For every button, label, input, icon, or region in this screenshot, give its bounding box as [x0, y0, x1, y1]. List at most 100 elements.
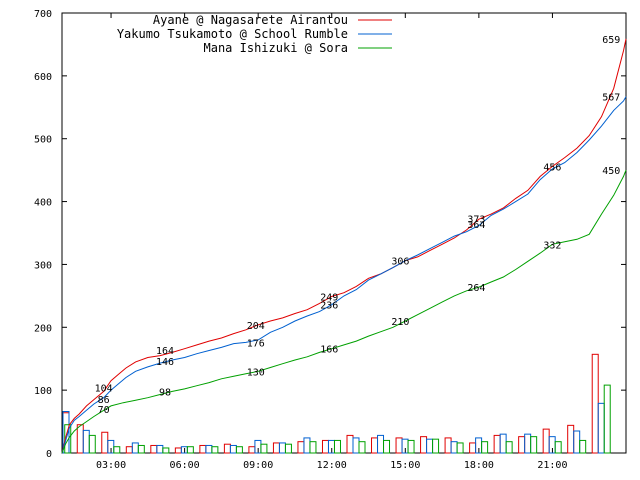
hourly-bar [150, 444, 158, 454]
data-label: 236 [320, 301, 338, 312]
hourly-bar [64, 424, 72, 454]
hourly-bar [524, 433, 532, 454]
data-label: 70 [98, 405, 110, 416]
hourly-bar [333, 439, 341, 454]
hourly-bar [377, 434, 385, 454]
hourly-bar [450, 441, 458, 454]
hourly-bar [573, 430, 581, 454]
hourly-bar [229, 444, 237, 454]
data-label: 249 [320, 292, 338, 303]
legend-label: Mana Ishizuki @ Sora [204, 41, 349, 55]
x-tick-label: 09:00 [243, 460, 273, 471]
data-label: 456 [543, 162, 561, 173]
hourly-bar [579, 439, 587, 454]
series-line [61, 169, 627, 454]
data-label: 98 [159, 387, 171, 398]
hourly-bar [383, 439, 391, 454]
x-tick-label: 18:00 [464, 460, 494, 471]
hourly-bar [113, 446, 121, 454]
hourly-bar [260, 443, 268, 454]
series-line [61, 96, 627, 454]
hourly-bar [174, 447, 182, 454]
hourly-bar [137, 444, 145, 454]
hourly-bar [352, 437, 360, 454]
plot-frame [61, 12, 627, 454]
hourly-bar [597, 402, 605, 454]
y-tick-label: 300 [34, 260, 52, 271]
hourly-bar [303, 437, 311, 454]
hourly-bar [199, 444, 207, 454]
data-label: 166 [320, 345, 338, 356]
hourly-bar [297, 441, 305, 454]
data-label: 450 [602, 166, 620, 177]
hourly-bar [469, 442, 477, 454]
hourly-bar [156, 444, 164, 454]
y-tick-label: 100 [34, 386, 52, 397]
axes: 0 100 200 300 400 500 600 700 03:00 06:00 09:00 12:… [34, 9, 626, 471]
hourly-bar [407, 439, 415, 454]
hourly-bar [481, 441, 489, 454]
hourly-bar [101, 431, 109, 454]
hourly-bar [131, 442, 139, 454]
hourly-bar [591, 353, 599, 454]
y-tick-label: 500 [34, 135, 52, 146]
hourly-bar [235, 446, 243, 454]
data-label: 264 [467, 283, 485, 294]
hourly-bar [542, 428, 550, 454]
data-label: 373 [467, 215, 485, 226]
hourly-bar [82, 429, 90, 454]
data-label: 332 [543, 240, 561, 251]
data-label: 306 [391, 257, 409, 268]
hourly-bar [420, 436, 428, 454]
hourly-bar [530, 436, 538, 454]
hourly-bar [554, 441, 562, 454]
hourly-bar [88, 434, 96, 454]
data-labels: 104 164 204 249 373 456 659 86 146 176 236 306 364 56… [95, 35, 621, 416]
x-tick-label: 12:00 [317, 460, 347, 471]
data-label: 130 [247, 367, 265, 378]
hourly-bar [272, 442, 280, 454]
hourly-bar [278, 442, 286, 454]
legend-label: Yakumo Tsukamoto @ School Rumble [117, 27, 348, 41]
hourly-bar [395, 437, 403, 454]
data-label: 176 [247, 338, 265, 349]
data-label: 104 [95, 384, 113, 395]
hourly-bar [248, 446, 256, 454]
hourly-bar [205, 444, 213, 454]
series-lines [61, 38, 627, 454]
hourly-bar [371, 437, 379, 454]
y-tick-label: 200 [34, 323, 52, 334]
x-tick-label: 03:00 [96, 460, 126, 471]
data-label: 210 [391, 317, 409, 328]
y-tick-label: 600 [34, 72, 52, 83]
hourly-bar [309, 441, 317, 454]
hourly-bar [444, 437, 452, 454]
hourly-bar [76, 424, 84, 454]
hourly-bar [456, 442, 464, 454]
y-tick-label: 700 [34, 9, 52, 20]
y-tick-label: 400 [34, 198, 52, 209]
hourly-bar [432, 438, 440, 454]
data-label: 567 [602, 93, 620, 104]
data-label: 364 [467, 220, 485, 231]
hourly-bar [186, 446, 194, 454]
data-label: 659 [602, 35, 620, 46]
data-label: 86 [98, 395, 110, 406]
hourly-bar [284, 443, 292, 454]
data-label: 164 [156, 346, 174, 357]
hourly-bar [518, 436, 526, 454]
hourly-bar [162, 447, 170, 454]
hourly-bar [125, 446, 133, 454]
x-tick-label: 15:00 [390, 460, 420, 471]
hourly-bars [62, 353, 611, 454]
hourly-bar [321, 439, 329, 454]
hourly-bar [493, 434, 501, 454]
hourly-bar [223, 443, 231, 454]
data-label: 204 [247, 321, 265, 332]
hourly-bar [567, 424, 575, 454]
hourly-bar [603, 384, 611, 454]
hourly-bar [499, 433, 507, 454]
x-tick-label: 21:00 [537, 460, 567, 471]
